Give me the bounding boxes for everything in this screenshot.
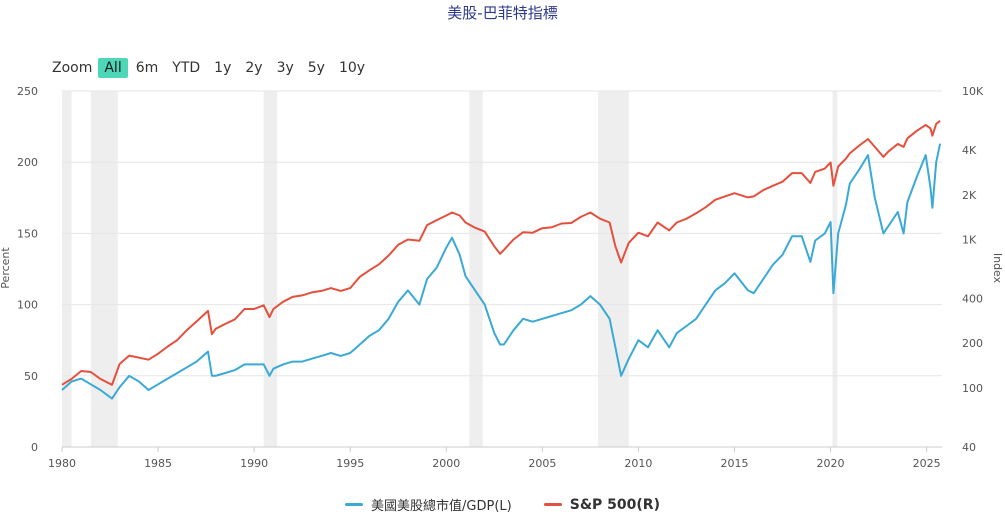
right-tick-label: 200	[962, 337, 983, 350]
x-tick-label: 2005	[528, 457, 556, 470]
x-tick-label: 2000	[432, 457, 460, 470]
right-tick-label: 40	[962, 441, 976, 454]
x-tick-label: 1985	[144, 457, 172, 470]
legend-item-sp500[interactable]: S&P 500(R)	[543, 496, 660, 513]
zoom-label: Zoom	[52, 60, 93, 76]
recession-band-0	[62, 91, 72, 447]
right-tick-label: 4K	[962, 144, 977, 157]
legend-swatch-sp500	[543, 503, 562, 506]
chart-legend: 美國美股總市值/GDP(L) S&P 500(R)	[0, 495, 1005, 514]
right-tick-label: 400	[962, 293, 983, 306]
recession-band-3	[469, 91, 483, 447]
x-tick-label: 2020	[817, 457, 845, 470]
right-tick-label: 2K	[962, 189, 977, 202]
zoom-range-selector: Zoom All 6m YTD 1y 2y 3y 5y 10y	[52, 56, 373, 80]
zoom-button-ytd[interactable]: YTD	[172, 60, 201, 76]
zoom-button-10y[interactable]: 10y	[338, 60, 366, 76]
legend-swatch-market-cap-gdp	[345, 503, 364, 506]
x-tick-label: 2025	[913, 457, 941, 470]
grid-lines	[62, 90, 942, 448]
left-tick-label: 250	[17, 85, 38, 98]
x-tick-label: 2015	[720, 457, 748, 470]
series-line-market-cap-gdp	[61, 143, 942, 400]
left-tick-label: 100	[17, 299, 38, 312]
recession-band-4	[598, 91, 629, 447]
legend-label-sp500: S&P 500(R)	[569, 496, 660, 513]
series-line-sp500	[61, 120, 941, 386]
right-tick-label: 100	[962, 382, 983, 395]
x-tick-label: 1980	[48, 457, 76, 470]
x-axis-ticks: 1980 1985 1990 1995 2000 2005 2010 2015 2020 2025	[48, 446, 942, 470]
right-tick-label: 10K	[962, 85, 984, 98]
left-tick-label: 0	[31, 441, 38, 454]
series-layer	[61, 120, 942, 400]
x-tick-label: 1995	[336, 457, 364, 470]
left-axis-ticks: 0 50 100 150 200 250	[17, 85, 38, 454]
zoom-button-3y[interactable]: 3y	[276, 60, 294, 76]
legend-label-market-cap-gdp: 美國美股總市值/GDP(L)	[371, 499, 512, 514]
zoom-button-1y[interactable]: 1y	[214, 60, 232, 76]
zoom-button-6m[interactable]: 6m	[135, 60, 159, 76]
left-tick-label: 50	[24, 370, 38, 383]
zoom-button-5y[interactable]: 5y	[307, 60, 325, 76]
right-axis-ticks: 40 100 200 400 1K 2K 4K 10K	[962, 85, 984, 454]
zoom-button-2y[interactable]: 2y	[245, 60, 263, 76]
x-tick-label: 1990	[240, 457, 268, 470]
right-axis-label: Index	[991, 253, 1004, 284]
legend-item-market-cap-gdp[interactable]: 美國美股總市值/GDP(L)	[345, 495, 512, 514]
x-tick-label: 2010	[624, 457, 652, 470]
zoom-button-all[interactable]: All	[98, 58, 128, 78]
left-tick-label: 150	[17, 227, 38, 240]
chart-title: 美股-巴菲特指標	[447, 4, 558, 22]
left-tick-label: 200	[17, 156, 38, 169]
left-axis-label: Percent	[0, 247, 12, 289]
right-tick-label: 1K	[962, 233, 977, 246]
recession-band-2	[263, 91, 278, 447]
recession-bands	[62, 91, 838, 447]
